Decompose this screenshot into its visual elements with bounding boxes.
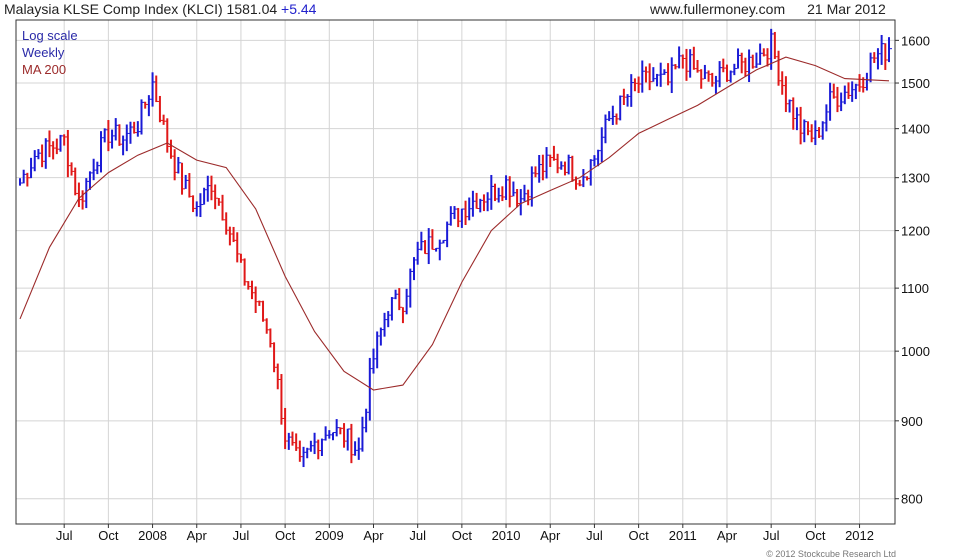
x-tick-label: 2011 [669, 528, 697, 543]
x-tick-label: Apr [363, 528, 384, 543]
x-tick-label: Jul [586, 528, 603, 543]
last-price: 1581.04 [226, 1, 278, 17]
x-tick-label: Apr [717, 528, 738, 543]
plot-frame [15, 19, 896, 525]
x-tick-label: Oct [275, 528, 296, 543]
x-tick-label: Oct [98, 528, 119, 543]
index-name: Malaysia KLSE Comp Index (KLCI) [4, 1, 223, 17]
x-tick-label: Oct [805, 528, 826, 543]
y-tick-label: 1400 [901, 122, 930, 137]
weekly-bars [19, 28, 892, 468]
price-change: +5.44 [281, 1, 317, 17]
x-axis: Jul Oct 2008 Apr Jul Oct 2009 Apr Jul Oct 2010 Apr J… [56, 524, 874, 543]
y-tick-label: 1000 [901, 344, 930, 359]
y-tick-label: 800 [901, 492, 923, 507]
y-tick-label: 1100 [901, 281, 929, 296]
y-axis: 800 900 1000 1100 1200 1300 1400 1500 1600 [895, 33, 930, 507]
legend-period: Weekly [22, 45, 65, 60]
y-tick-label: 1600 [901, 33, 930, 48]
x-tick-label: Apr [187, 528, 208, 543]
x-tick-label: 2012 [845, 528, 874, 543]
chart-date: 21 Mar 2012 [807, 1, 886, 17]
y-tick-label: 1300 [901, 171, 930, 186]
ma-200-line [19, 56, 890, 391]
legend-ma: MA 200 [22, 62, 67, 77]
site-link[interactable]: www.fullermoney.com [650, 1, 786, 17]
x-tick-label: Oct [628, 528, 649, 543]
copyright: © 2012 Stockcube Research Ltd [766, 549, 896, 559]
x-tick-label: 2008 [138, 528, 167, 543]
x-tick-label: Oct [452, 528, 473, 543]
x-tick-label: 2009 [315, 528, 344, 543]
x-tick-label: Jul [233, 528, 250, 543]
y-tick-label: 1500 [901, 76, 930, 91]
x-tick-label: Jul [409, 528, 426, 543]
header-right: www.fullermoney.com 21 Mar 2012 [650, 0, 886, 18]
legend-scale: Log scale [22, 28, 78, 43]
y-tick-label: 1200 [901, 224, 930, 239]
y-tick-label: 900 [901, 414, 923, 429]
x-tick-label: Jul [763, 528, 780, 543]
x-tick-label: 2010 [492, 528, 521, 543]
chart-title: Malaysia KLSE Comp Index (KLCI) 1581.04 … [4, 0, 316, 18]
x-tick-label: Apr [540, 528, 561, 543]
x-tick-label: Jul [56, 528, 73, 543]
grid [16, 20, 895, 524]
